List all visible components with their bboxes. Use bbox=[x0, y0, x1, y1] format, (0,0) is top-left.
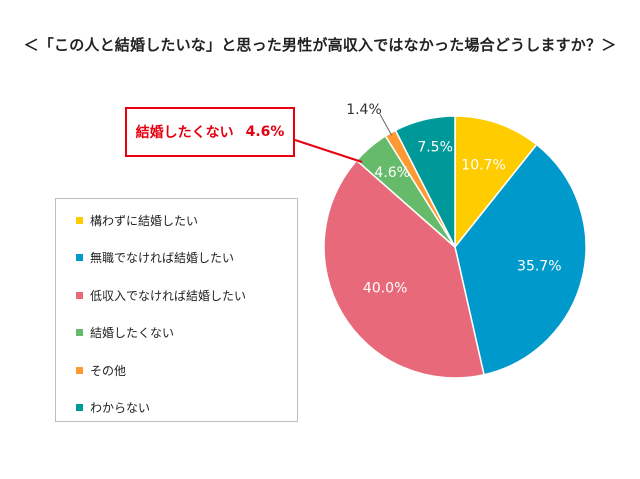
pie-slice-label-2: 35.7% bbox=[517, 258, 561, 274]
callout-value: 4.6% bbox=[245, 124, 285, 140]
callout-leader-line bbox=[294, 139, 363, 163]
pie-slice-3 bbox=[323, 159, 485, 379]
callout-box: 結婚したくない 4.6% bbox=[125, 107, 295, 157]
pie-labels: 10.7% 35.7% 40.0% 4.6% 1.4% 7.5% bbox=[346, 102, 561, 296]
pie-slice-leader-line bbox=[379, 113, 393, 136]
legend-swatch bbox=[76, 216, 83, 224]
legend-label: わからない bbox=[90, 401, 151, 415]
pie-slice-label-3: 40.0% bbox=[363, 280, 407, 296]
legend-swatch bbox=[76, 404, 83, 411]
legend-item: 低収入でなければ結婚したい bbox=[76, 286, 246, 304]
callout-label: 結婚したくない bbox=[135, 125, 234, 141]
legend-label: 結婚したくない bbox=[90, 326, 175, 340]
pie-slice-label-4: 4.6% bbox=[374, 165, 410, 181]
legend-item: 無職でなければ結婚したい bbox=[76, 249, 234, 267]
chart-title: ＜「この人と結婚したいな」と思った男性が高収入ではなかった場合どうしますか？＞ bbox=[23, 36, 617, 54]
legend-item: わからない bbox=[76, 399, 150, 417]
legend-swatch bbox=[76, 291, 83, 299]
legend-swatch bbox=[76, 329, 83, 336]
pie-slice-1 bbox=[454, 115, 538, 250]
legend-label: 低収入でなければ結婚したい bbox=[90, 288, 247, 303]
pie-slice-label-5: 1.4% bbox=[346, 102, 382, 118]
legend-swatch bbox=[76, 366, 83, 374]
pie-slice-6 bbox=[394, 115, 456, 248]
legend-label: その他 bbox=[90, 363, 127, 378]
pie-slice-label-6: 7.5% bbox=[417, 140, 453, 156]
legend-item: その他 bbox=[76, 361, 126, 379]
pie-slices bbox=[323, 115, 587, 379]
legend: 構わずに結婚したい無職でなければ結婚したい 低収入でなければ結婚したい 結婚したくな… bbox=[55, 198, 298, 422]
pie-slice-2 bbox=[454, 143, 587, 376]
legend-item: 結婚したくない bbox=[76, 324, 174, 342]
pie-slice-label-1: 10.7% bbox=[461, 157, 505, 173]
legend-label: 無職でなければ結婚したい bbox=[90, 251, 235, 265]
legend-label: 構わずに結婚したい bbox=[90, 213, 199, 228]
legend-item: 構わずに結婚したい bbox=[76, 211, 198, 229]
legend-swatch bbox=[76, 254, 83, 261]
